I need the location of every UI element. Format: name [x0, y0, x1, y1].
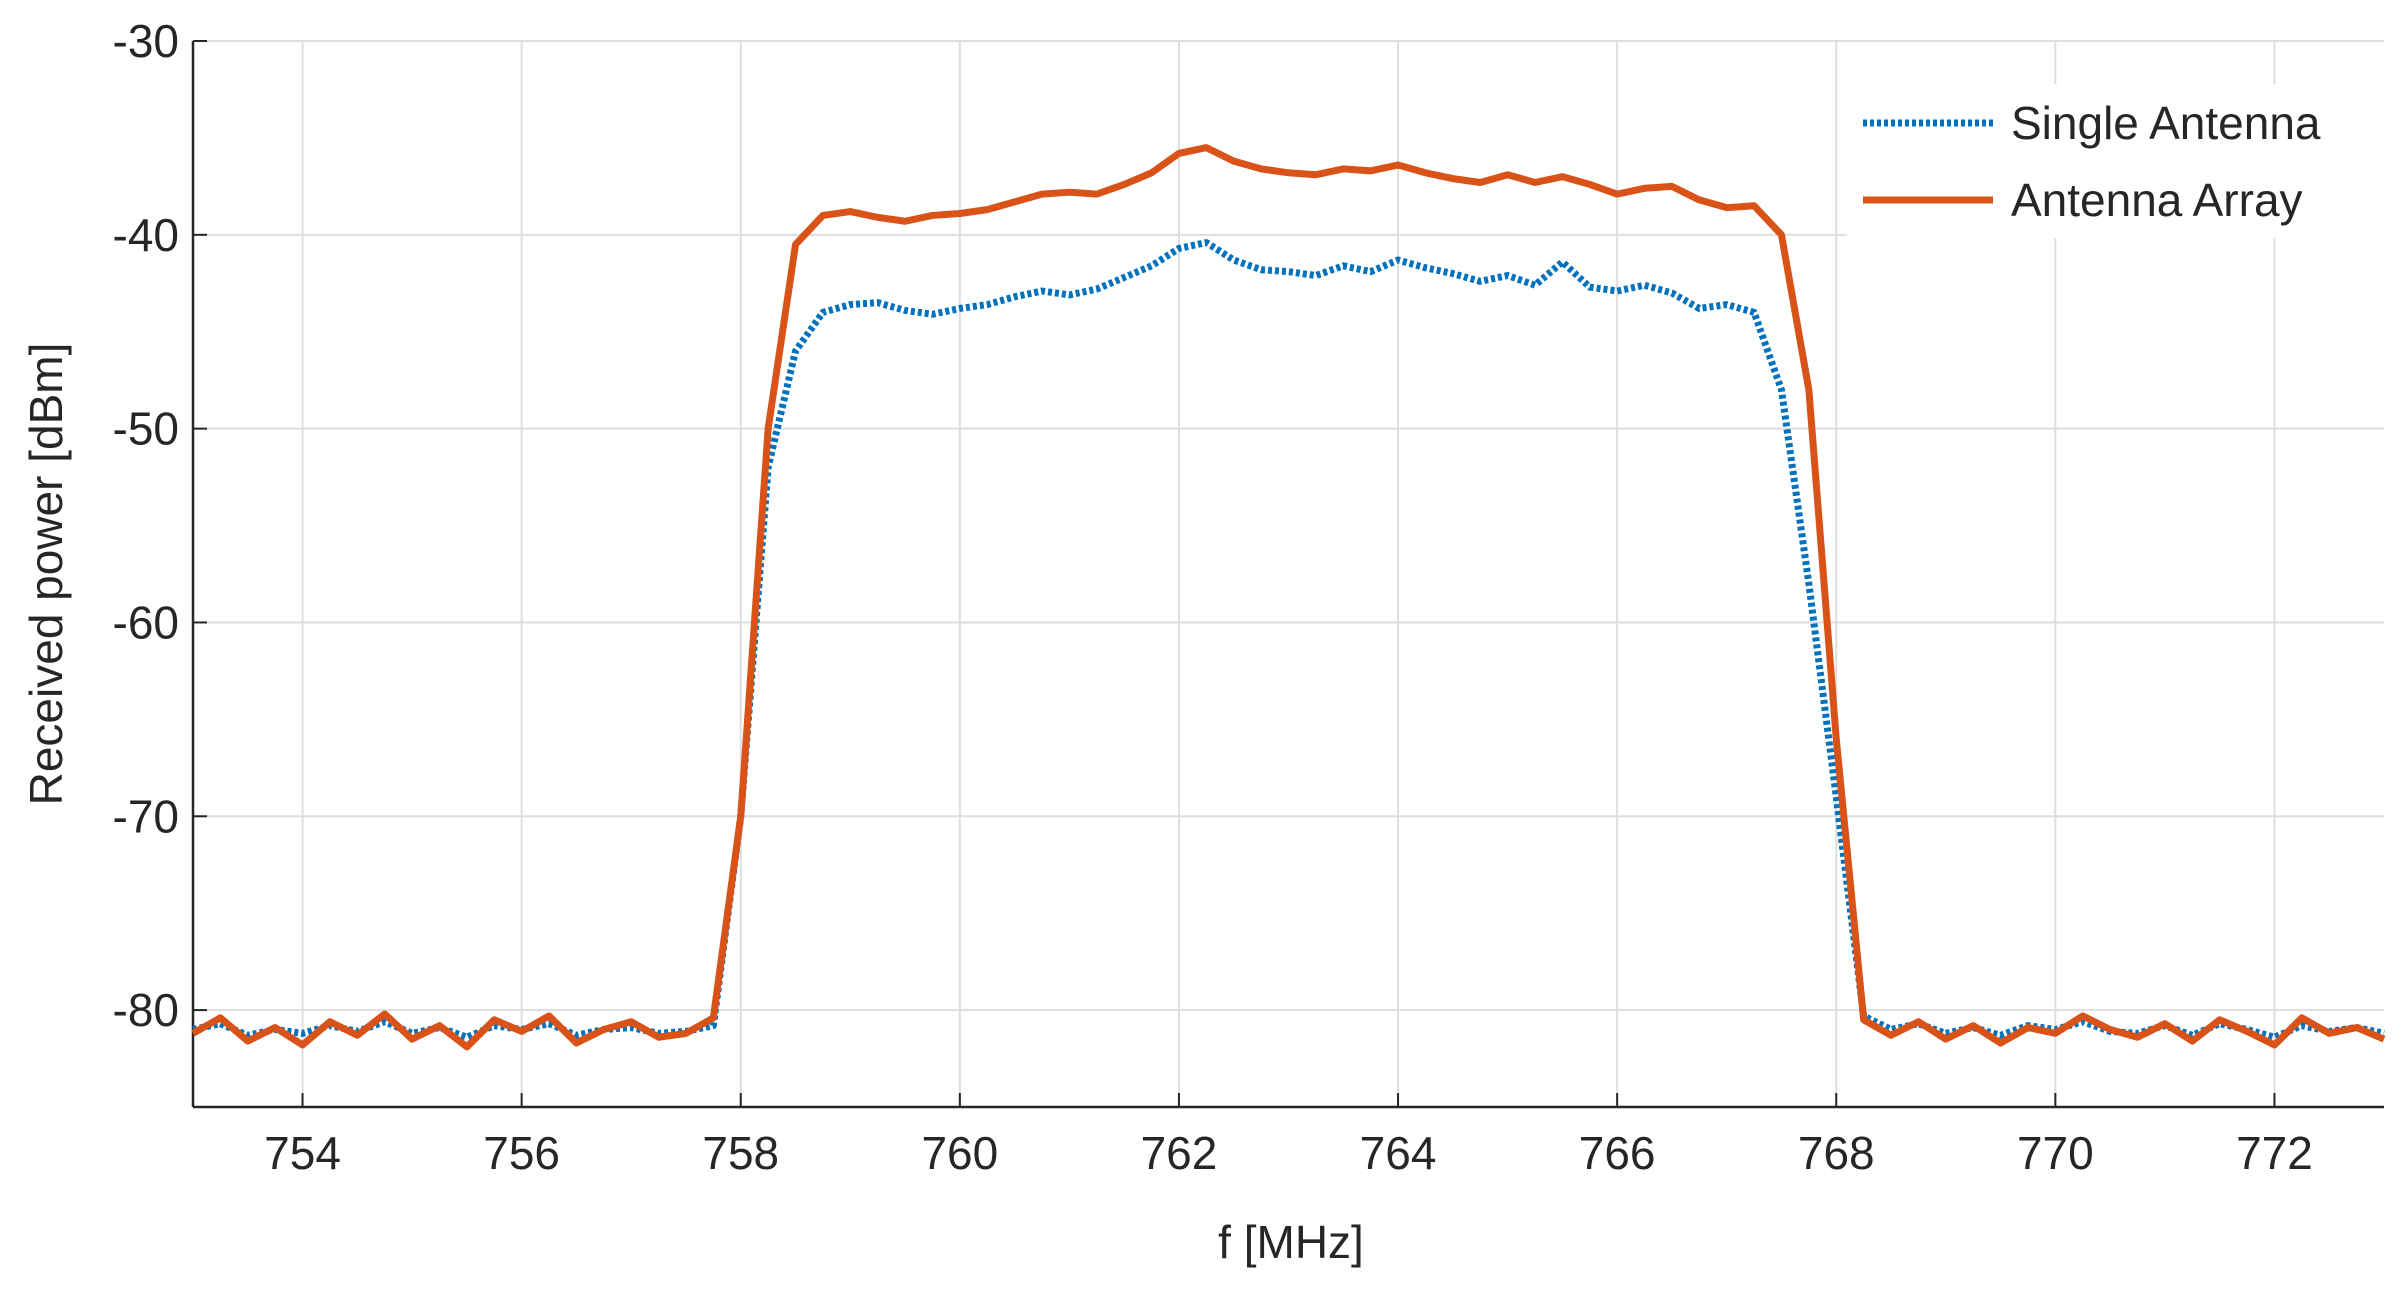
x-tick-label: 766 [1579, 1127, 1656, 1179]
x-tick-label: 764 [1360, 1127, 1437, 1179]
x-tick-label: 772 [2236, 1127, 2313, 1179]
y-tick-label: -40 [113, 209, 179, 261]
y-tick-label: -60 [113, 596, 179, 648]
y-tick-label: -80 [113, 984, 179, 1036]
x-tick-label: 760 [921, 1127, 998, 1179]
y-tick-label: -50 [113, 403, 179, 455]
x-axis-label: f [MHz] [1218, 1216, 1364, 1268]
y-tick-label: -70 [113, 790, 179, 842]
y-axis-label: Received power [dBm] [20, 343, 72, 806]
x-tick-label: 762 [1141, 1127, 1218, 1179]
data-line [191, 144, 2386, 1051]
x-tick-label: 770 [2017, 1127, 2094, 1179]
x-tick-label: 768 [1798, 1127, 1875, 1179]
legend-label: Antenna Array [2011, 174, 2303, 226]
x-tick-label: 754 [264, 1127, 341, 1179]
legend-box [1847, 84, 2384, 238]
x-tick-label: 758 [702, 1127, 779, 1179]
legend-label: Single Antenna [2011, 97, 2321, 149]
x-tick-label: 756 [483, 1127, 560, 1179]
y-tick-label: -30 [113, 15, 179, 67]
